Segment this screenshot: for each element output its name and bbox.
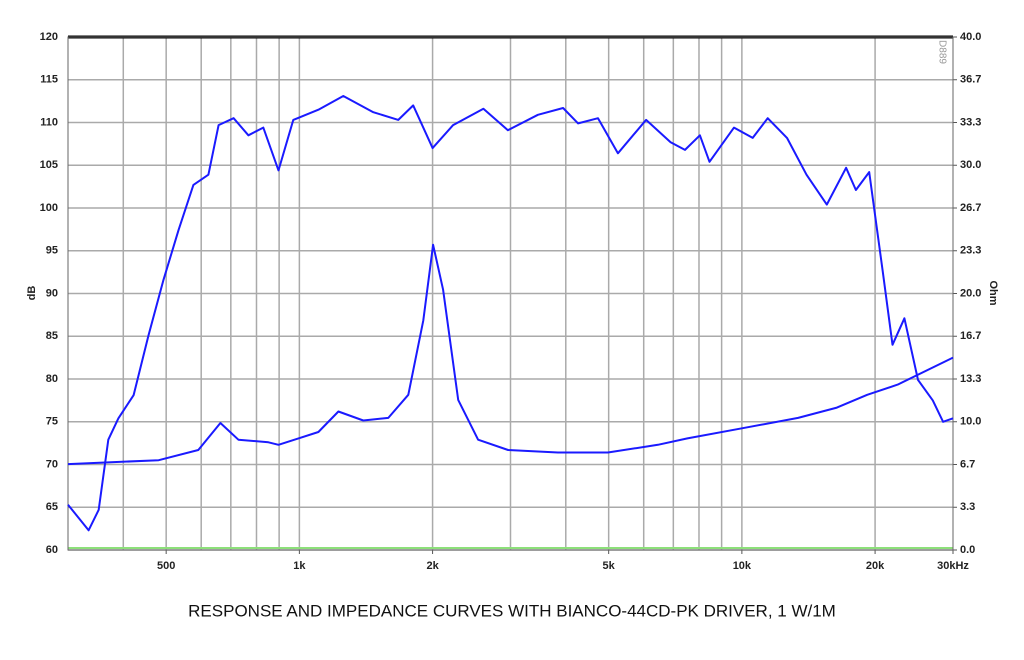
x-tick-label: 5k — [603, 560, 616, 572]
y2-tick-label: 10.0 — [960, 416, 981, 428]
y2-tick-label: 20.0 — [960, 287, 981, 299]
y-tick-label: 115 — [40, 74, 58, 86]
y2-tick-label: 23.3 — [960, 245, 981, 257]
y2-tick-label: 30.0 — [960, 159, 981, 171]
y2-tick-label: 3.3 — [960, 501, 975, 513]
y2-tick-label: 16.7 — [960, 330, 981, 342]
data-line — [67, 95, 954, 532]
chart-title: RESPONSE AND IMPEDANCE CURVES WITH BIANC… — [188, 601, 836, 620]
y-tick-label: 80 — [46, 373, 58, 385]
y2-tick-label: 13.3 — [960, 373, 981, 385]
y2-tick-label: 33.3 — [960, 116, 981, 128]
y2-tick-label: 6.7 — [960, 458, 975, 470]
y-tick-label: 75 — [46, 416, 58, 428]
y-tick-label: 100 — [40, 202, 58, 214]
x-tick-label: 1k — [293, 560, 306, 572]
x-tick-label: 500 — [157, 560, 175, 572]
y2-tick-label: 40.0 — [960, 31, 981, 43]
y-tick-label: 70 — [46, 458, 58, 470]
y-tick-label: 110 — [40, 116, 58, 128]
y-tick-label: 60 — [46, 544, 58, 556]
x-tick-label: 20k — [866, 560, 885, 572]
y-axis-label: dB — [26, 286, 38, 301]
watermark: D889 — [936, 40, 947, 64]
y2-tick-label: 26.7 — [960, 202, 981, 214]
x-tick-label: 10k — [733, 560, 752, 572]
data-line — [67, 243, 954, 466]
x-tick-label: 2k — [426, 560, 439, 572]
plot-frame — [67, 36, 954, 551]
y2-axis-label: Ohm — [987, 280, 999, 305]
y-tick-label: 85 — [46, 330, 58, 342]
y-tick-label: 105 — [40, 159, 58, 171]
y2-tick-label: 0.0 — [960, 544, 975, 556]
y-tick-label: 90 — [46, 287, 58, 299]
y-tick-label: 95 — [46, 245, 58, 257]
y2-tick-label: 36.7 — [960, 74, 981, 86]
y-tick-label: 120 — [40, 31, 58, 43]
x-tick-label: 30kHz — [937, 560, 969, 572]
y-tick-label: 65 — [46, 501, 58, 513]
